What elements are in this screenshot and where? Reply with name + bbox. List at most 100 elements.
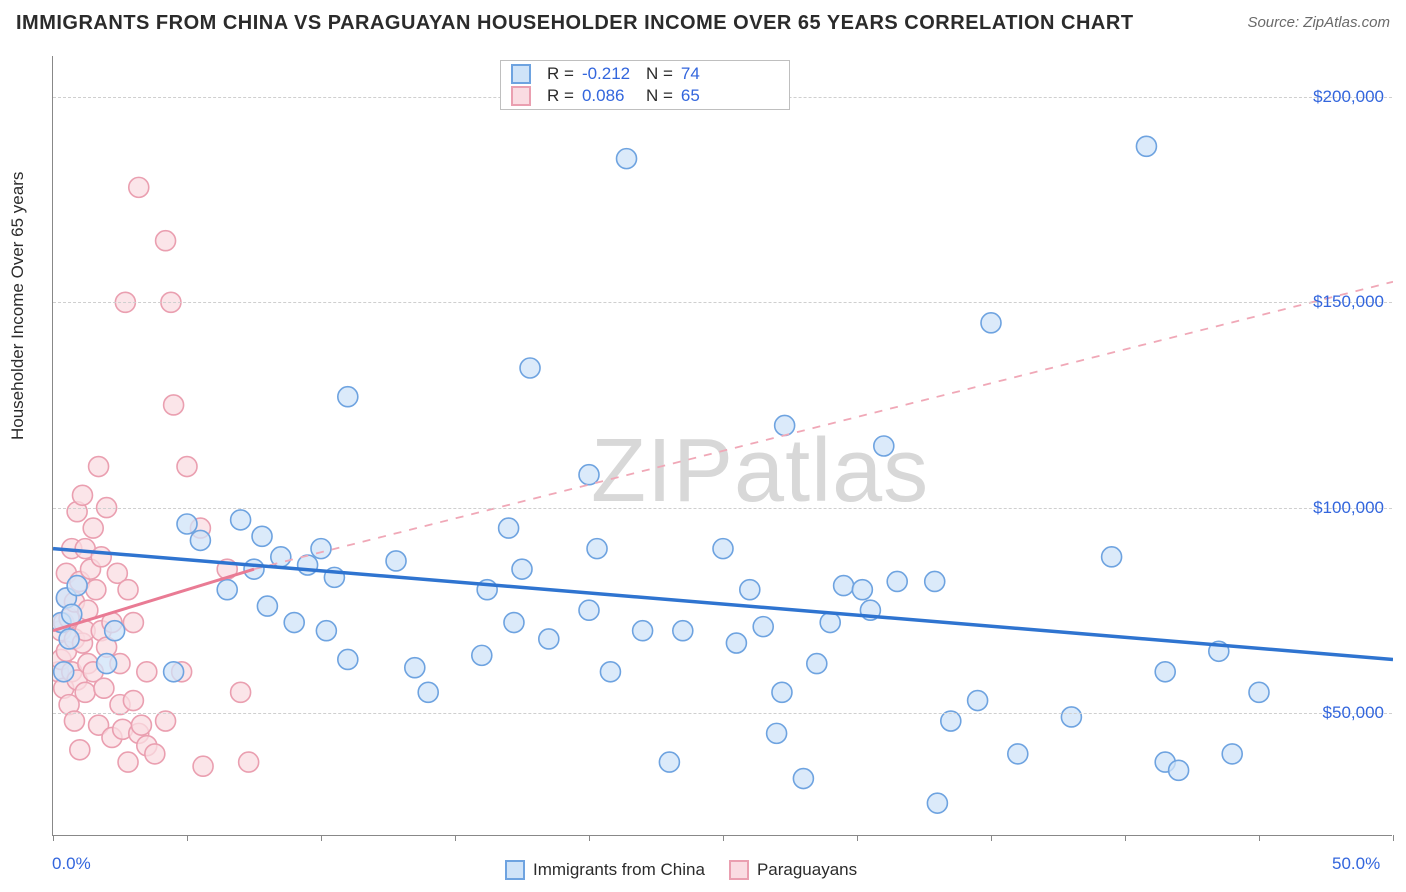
data-point-china bbox=[772, 682, 792, 702]
y-tick-label: $50,000 bbox=[1323, 703, 1384, 723]
data-point-china bbox=[713, 539, 733, 559]
data-point-china bbox=[579, 465, 599, 485]
data-point-china bbox=[941, 711, 961, 731]
data-point-china bbox=[1222, 744, 1242, 764]
data-point-china bbox=[834, 576, 854, 596]
data-point-paraguay bbox=[129, 177, 149, 197]
data-point-china bbox=[386, 551, 406, 571]
data-point-china bbox=[820, 613, 840, 633]
data-point-china bbox=[97, 654, 117, 674]
data-point-china bbox=[659, 752, 679, 772]
data-point-china bbox=[177, 514, 197, 534]
data-point-china bbox=[927, 793, 947, 813]
data-point-china bbox=[740, 580, 760, 600]
data-point-paraguay bbox=[94, 678, 114, 698]
x-tick bbox=[1393, 835, 1394, 841]
data-point-china bbox=[405, 658, 425, 678]
data-point-china bbox=[767, 723, 787, 743]
y-tick-label: $200,000 bbox=[1313, 87, 1384, 107]
data-point-china bbox=[775, 415, 795, 435]
data-point-paraguay bbox=[239, 752, 259, 772]
legend-stat-row: R =-0.212N =74 bbox=[501, 63, 789, 85]
gridline bbox=[53, 508, 1392, 509]
data-point-paraguay bbox=[131, 715, 151, 735]
data-point-china bbox=[807, 654, 827, 674]
data-point-china bbox=[311, 539, 331, 559]
chart-title: IMMIGRANTS FROM CHINA VS PARAGUAYAN HOUS… bbox=[16, 12, 1134, 35]
correlation-legend: R =-0.212N =74R =0.086N =65 bbox=[500, 60, 790, 110]
legend-swatch bbox=[511, 64, 531, 84]
data-point-paraguay bbox=[86, 580, 106, 600]
data-point-china bbox=[1169, 760, 1189, 780]
data-point-paraguay bbox=[156, 231, 176, 251]
regression-line-china bbox=[53, 549, 1393, 660]
data-point-china bbox=[520, 358, 540, 378]
data-point-china bbox=[54, 662, 74, 682]
data-point-china bbox=[338, 387, 358, 407]
data-point-china bbox=[852, 580, 872, 600]
data-point-china bbox=[504, 613, 524, 633]
data-point-china bbox=[217, 580, 237, 600]
data-point-china bbox=[105, 621, 125, 641]
data-point-china bbox=[164, 662, 184, 682]
x-tick bbox=[455, 835, 456, 841]
data-point-paraguay bbox=[118, 752, 138, 772]
data-point-china bbox=[617, 149, 637, 169]
x-axis-max-label: 50.0% bbox=[1332, 854, 1380, 874]
data-point-china bbox=[968, 691, 988, 711]
y-axis-label: Householder Income Over 65 years bbox=[8, 172, 28, 440]
data-point-china bbox=[418, 682, 438, 702]
data-point-china bbox=[1061, 707, 1081, 727]
data-point-china bbox=[472, 645, 492, 665]
gridline bbox=[53, 302, 1392, 303]
data-point-china bbox=[67, 576, 87, 596]
data-point-china bbox=[499, 518, 519, 538]
data-point-china bbox=[726, 633, 746, 653]
legend-swatch bbox=[505, 860, 525, 880]
r-value: 0.086 bbox=[582, 86, 638, 106]
data-point-china bbox=[579, 600, 599, 620]
plot-area: ZIPatlas $50,000$100,000$150,000$200,000 bbox=[52, 56, 1392, 836]
data-point-paraguay bbox=[89, 457, 109, 477]
x-tick bbox=[991, 835, 992, 841]
data-point-paraguay bbox=[91, 547, 111, 567]
data-point-china bbox=[1008, 744, 1028, 764]
data-point-china bbox=[284, 613, 304, 633]
data-point-paraguay bbox=[156, 711, 176, 731]
source-attribution: Source: ZipAtlas.com bbox=[1247, 14, 1390, 31]
legend-stat-row: R = 0.086 N = 65 bbox=[501, 85, 789, 107]
x-tick bbox=[321, 835, 322, 841]
data-point-china bbox=[316, 621, 336, 641]
data-point-china bbox=[1102, 547, 1122, 567]
data-point-paraguay bbox=[177, 457, 197, 477]
data-point-china bbox=[753, 617, 773, 637]
data-point-china bbox=[874, 436, 894, 456]
data-point-china bbox=[600, 662, 620, 682]
r-label: R = bbox=[547, 86, 574, 106]
legend-item: Immigrants from China bbox=[505, 860, 705, 880]
x-tick bbox=[1259, 835, 1260, 841]
data-point-china bbox=[1249, 682, 1269, 702]
n-label: N = bbox=[646, 86, 673, 106]
data-point-paraguay bbox=[118, 580, 138, 600]
data-point-china bbox=[257, 596, 277, 616]
data-point-china bbox=[587, 539, 607, 559]
legend-swatch bbox=[511, 86, 531, 106]
n-value: 65 bbox=[681, 86, 737, 106]
y-tick-label: $150,000 bbox=[1313, 292, 1384, 312]
r-value: -0.212 bbox=[582, 64, 638, 84]
data-point-paraguay bbox=[145, 744, 165, 764]
data-point-paraguay bbox=[123, 613, 143, 633]
x-tick bbox=[589, 835, 590, 841]
gridline bbox=[53, 713, 1392, 714]
regression-line-paraguay-extrapolated bbox=[254, 282, 1393, 569]
data-point-china bbox=[338, 649, 358, 669]
data-point-paraguay bbox=[75, 682, 95, 702]
x-axis-min-label: 0.0% bbox=[52, 854, 91, 874]
n-label: N = bbox=[646, 64, 673, 84]
data-point-china bbox=[673, 621, 693, 641]
data-point-china bbox=[1136, 136, 1156, 156]
series-legend: Immigrants from ChinaParaguayans bbox=[505, 860, 857, 880]
data-point-china bbox=[539, 629, 559, 649]
data-point-china bbox=[231, 510, 251, 530]
